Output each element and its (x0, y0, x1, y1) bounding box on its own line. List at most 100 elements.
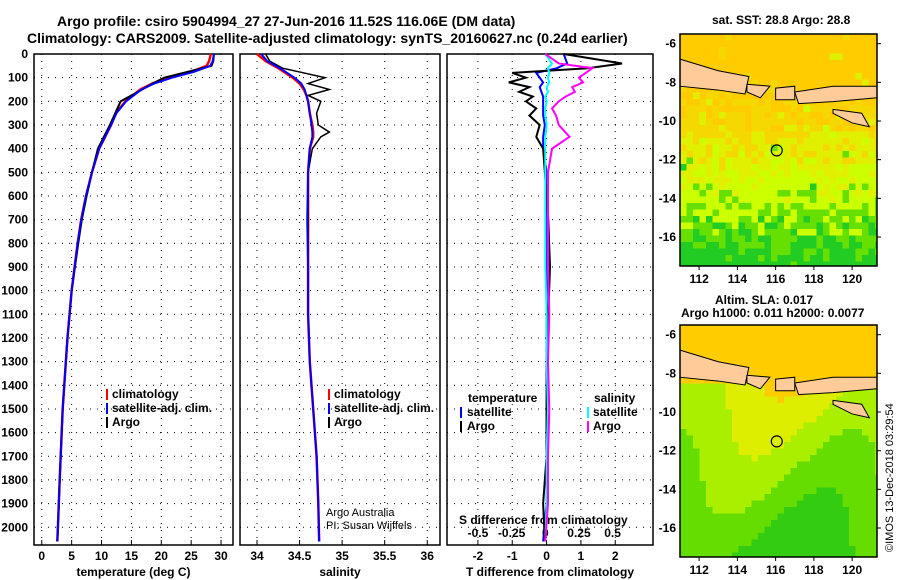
sla-cell (849, 435, 856, 443)
temperature-xtick-label: 30 (214, 549, 228, 563)
sst-cell (797, 157, 804, 165)
sst-cell (862, 261, 869, 266)
sst-cell (680, 255, 687, 262)
sla-cell (771, 409, 778, 417)
sst-cell (862, 255, 869, 262)
sst-cell (771, 125, 778, 132)
sst-cell (771, 73, 778, 80)
sst-cell (810, 183, 817, 191)
sst-cell (855, 242, 863, 249)
sst-cell (784, 235, 791, 243)
sst-cell (706, 53, 713, 61)
sst-cell (699, 151, 707, 158)
map-lon-label: 120 (842, 272, 862, 286)
sst-cell (836, 34, 843, 41)
sla-cell (725, 507, 733, 514)
sst-cell (868, 209, 876, 217)
depth-tick-label: 1100 (2, 307, 28, 321)
sla-cell (849, 474, 856, 482)
sla-cell (745, 403, 752, 410)
sst-cell (758, 190, 765, 197)
sst-cell (738, 164, 746, 171)
sla-cell (712, 468, 720, 475)
sla-cell (797, 468, 804, 475)
sla-cell (829, 442, 837, 449)
sst-cell (842, 190, 850, 197)
sla-cell (803, 377, 811, 384)
sst-cell (686, 177, 694, 184)
sst-cell (771, 261, 778, 266)
sst-cell (771, 242, 778, 249)
land-mass (832, 108, 871, 128)
sla-cell (842, 338, 850, 345)
sst-cell (849, 183, 856, 191)
sla-cell (725, 461, 733, 469)
sla-cell (751, 455, 759, 462)
sst-cell (875, 118, 877, 126)
sla-cell (816, 468, 824, 475)
sst-cell (862, 190, 869, 197)
sla-cell (725, 500, 733, 508)
sla-cell (738, 455, 746, 462)
sst-cell (751, 99, 759, 106)
sla-cell (699, 351, 707, 358)
sst-cell (686, 105, 694, 113)
sst-cell (693, 112, 700, 119)
sst-cell (686, 125, 694, 132)
sst-cell (849, 248, 856, 256)
sst-cell (829, 125, 837, 132)
sst-cell (751, 73, 759, 80)
sla-cell (764, 396, 772, 404)
sst-cell (686, 151, 694, 158)
sla-cell (875, 422, 877, 430)
sla-cell (875, 448, 877, 456)
sla-cell (745, 435, 752, 443)
sla-cell (868, 507, 876, 514)
sst-cell (725, 255, 733, 262)
sla-cell (849, 481, 856, 488)
sst-cell (816, 118, 824, 126)
sst-cell (771, 86, 778, 93)
sst-cell (725, 131, 733, 139)
sst-cell (732, 261, 739, 266)
sla-cell (771, 396, 778, 404)
sst-cell (777, 157, 785, 165)
sst-cell (719, 66, 726, 74)
sla-cell (738, 552, 746, 557)
sla-cell (842, 539, 850, 547)
sla-cell (836, 364, 843, 371)
temperature-frame (33, 53, 234, 546)
sla-cell (849, 390, 856, 397)
sla-cell (829, 487, 837, 495)
sla-cell (810, 364, 817, 371)
sst-cell (719, 60, 726, 67)
sla-cell (777, 338, 785, 345)
sla-cell (842, 533, 850, 540)
sla-cell (693, 409, 700, 417)
sla-cell (842, 435, 850, 443)
sla-cell (738, 409, 746, 417)
sla-cell (699, 526, 707, 534)
sla-cell (823, 325, 830, 332)
sst-cell (823, 112, 830, 119)
sst-cell (738, 222, 746, 230)
sst-cell (816, 261, 824, 266)
sla-cell (771, 552, 778, 557)
sst-cell (699, 105, 707, 113)
sst-cell (803, 73, 811, 80)
sla-cell (706, 461, 713, 469)
diff-t-satellite-line (534, 53, 569, 542)
sst-cell (764, 235, 772, 243)
sla-cell (706, 448, 713, 456)
sst-cell (738, 235, 746, 243)
sla-cell (693, 338, 700, 345)
sla-cell (790, 390, 798, 397)
sla-cell (777, 526, 785, 534)
sst-cell (823, 177, 830, 184)
sst-cell (712, 216, 720, 223)
sst-cell (758, 229, 765, 236)
sst-cell (849, 170, 856, 178)
sla-cell (686, 429, 694, 436)
sla-cell (797, 520, 804, 527)
sst-cell (738, 125, 746, 132)
